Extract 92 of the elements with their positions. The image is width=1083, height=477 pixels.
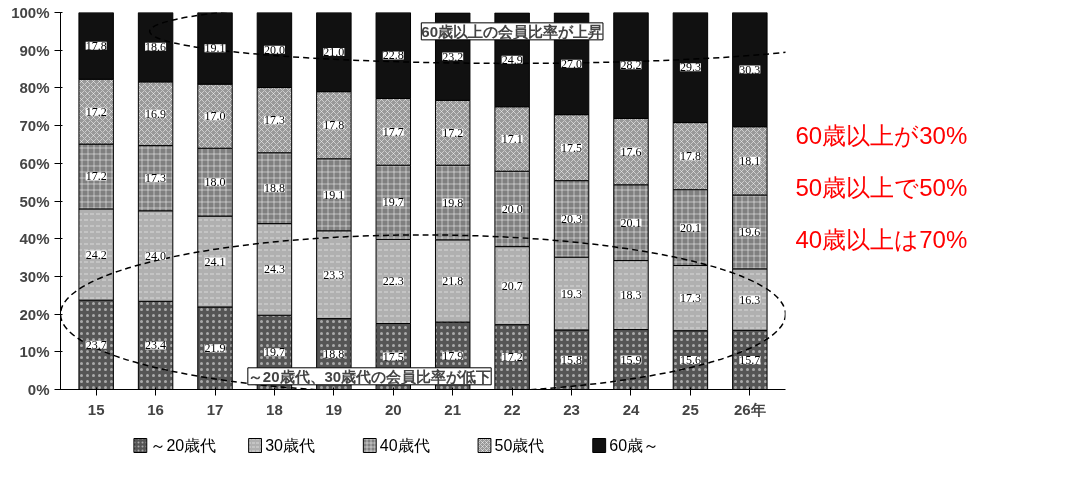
data-label: 21.0 [323,45,345,60]
x-tick-label: 15 [87,400,105,418]
x-tick-label: 25 [682,400,699,418]
y-tick-label: 20% [19,305,50,323]
data-label: 22.3 [382,274,404,289]
data-label: 17.2 [85,169,107,184]
data-label: 18.3 [620,288,642,303]
data-label: 19.6 [739,224,761,239]
legend-label: 50歳代 [494,437,545,454]
data-label: 24.2 [85,247,107,262]
data-label: 21.9 [204,341,226,356]
data-label: 20.1 [679,220,701,235]
data-label: 28.2 [620,58,642,73]
x-tick-label: 20 [384,400,402,418]
data-label: 15.9 [620,352,642,367]
data-label: 19.1 [204,41,226,56]
y-tick-label: 70% [19,117,50,135]
y-tick-label: 80% [19,79,50,97]
x-tick-label: 26年 [734,400,766,418]
x-tick-label: 16 [147,400,164,418]
legend-label: 40歳代 [379,437,430,454]
data-label: 20.0 [263,42,285,57]
data-label: 23.2 [442,49,464,64]
y-tick-label: 0% [27,381,50,398]
data-label: 17.9 [442,348,464,363]
data-label: 19.1 [323,187,345,202]
data-label: 22.8 [382,48,404,63]
data-label: 17.8 [85,38,107,53]
data-label: 17.5 [382,349,404,364]
data-label: 20.3 [561,211,583,226]
data-label: 17.8 [679,149,701,164]
data-label: 24.3 [263,262,285,277]
y-tick-label: 40% [19,230,50,248]
data-label: 17.2 [85,104,107,119]
data-label: 17.0 [204,109,226,124]
x-tick-label: 17 [206,400,224,418]
data-label: 23.4 [145,338,167,353]
x-tick-label: 23 [563,400,580,418]
data-label: 24.1 [204,254,226,269]
data-label: 23.7 [85,337,107,352]
y-tick-label: 30% [19,267,50,285]
data-label: 17.7 [382,124,404,139]
data-label: 24.9 [501,52,523,67]
y-tick-label: 90% [19,41,50,59]
annotation: ～20歳代、30歳代の会員比率が低下 [247,367,492,385]
data-label: 23.3 [323,267,345,282]
data-label: 16.9 [145,106,167,121]
x-tick-label: 24 [622,400,640,418]
data-label: 18.8 [323,347,345,362]
data-label: 19.8 [442,195,464,210]
data-label: 15.7 [739,352,761,367]
legend-label: 60歳～ [609,437,660,454]
data-label: 17.3 [263,113,285,128]
text: 50歳以上で50% [795,174,968,201]
x-tick-label: 22 [503,400,521,418]
text: 60歳以上が30% [795,122,968,149]
x-tick-label: 19 [325,400,343,418]
data-label: 15.6 [679,353,701,368]
data-label: 18.6 [145,39,167,54]
data-label: 17.6 [620,144,642,159]
data-label: 16.3 [739,292,761,307]
y-tick-label: 10% [19,343,50,361]
legend-label: 30歳代 [265,437,315,454]
text: 40歳以上は70% [795,226,968,253]
data-label: 19.7 [382,195,404,210]
data-label: 21.8 [442,273,464,288]
data-label: 17.8 [323,118,345,133]
data-label: 30.3 [739,62,761,77]
data-label: 19.3 [561,286,583,301]
data-label: 24.0 [145,249,167,264]
data-label: 17.2 [501,350,523,365]
data-label: 17.3 [145,171,167,186]
data-label: 27.0 [561,56,583,71]
x-tick-label: 21 [444,400,462,418]
data-label: 15.8 [561,352,583,367]
data-label: 18.1 [739,153,761,168]
data-label: 19.7 [263,345,285,360]
data-label: 18.0 [204,175,226,190]
y-tick-label: 60% [19,154,50,172]
data-label: 17.3 [679,291,701,306]
data-label: 20.0 [501,201,523,216]
legend-label: ～20歳代 [150,437,217,454]
x-tick-label: 18 [266,400,283,418]
data-label: 17.1 [501,131,523,146]
data-label: 29.3 [679,60,701,75]
data-label: 20.1 [620,215,642,230]
data-label: 20.7 [501,278,523,293]
data-label: 17.2 [442,125,464,140]
y-tick-label: 100% [11,4,50,21]
y-tick-label: 50% [19,192,50,210]
data-label: 18.8 [263,181,285,196]
data-label: 17.5 [561,140,583,155]
